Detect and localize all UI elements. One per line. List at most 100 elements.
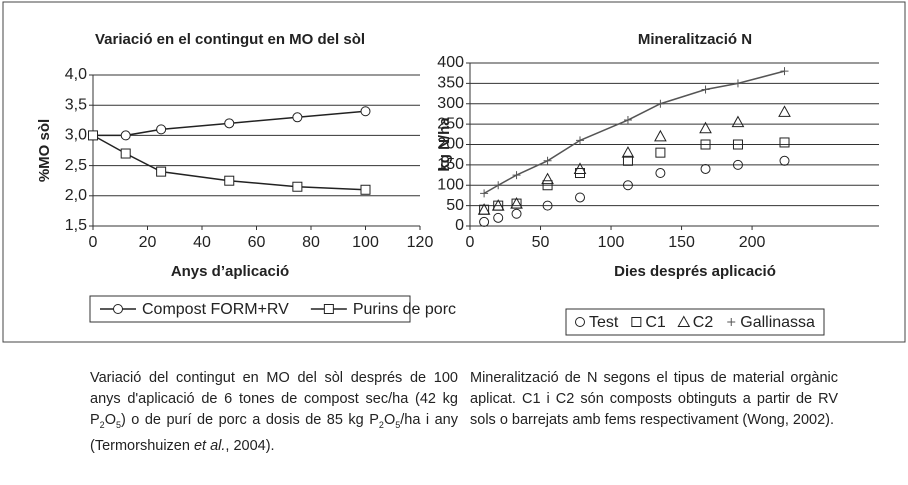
data-point bbox=[511, 208, 522, 219]
data-point bbox=[360, 106, 371, 117]
data-point bbox=[224, 175, 235, 186]
data-point bbox=[542, 180, 553, 191]
x-tick-label: 200 bbox=[739, 234, 766, 251]
data-point bbox=[622, 155, 633, 166]
y-tick-label: 3,5 bbox=[65, 96, 87, 113]
data-point bbox=[224, 118, 235, 129]
data-point bbox=[480, 189, 489, 198]
x-tick-label: 40 bbox=[193, 234, 211, 251]
legend-label: C2 bbox=[693, 314, 714, 331]
data-point bbox=[733, 79, 742, 88]
y-tick-label: 400 bbox=[437, 54, 464, 71]
data-point bbox=[493, 212, 504, 223]
data-point bbox=[654, 129, 667, 142]
x-tick-label: 50 bbox=[532, 234, 550, 251]
legend-marker bbox=[727, 318, 736, 326]
data-point bbox=[656, 99, 665, 108]
data-point bbox=[156, 166, 167, 177]
legend-label: Gallinassa bbox=[740, 314, 815, 331]
caption: Mineralització de N segons el tipus de m… bbox=[470, 368, 838, 431]
y-tick-label: 350 bbox=[437, 75, 464, 92]
data-point bbox=[780, 67, 789, 76]
legend-label: C1 bbox=[645, 314, 666, 331]
legend-label: Compost FORM+RV bbox=[142, 301, 289, 318]
data-point bbox=[494, 181, 503, 190]
y-tick-label: 4,0 bbox=[65, 66, 87, 83]
data-point bbox=[292, 181, 303, 192]
data-point bbox=[88, 130, 98, 141]
y-tick-label: 100 bbox=[437, 176, 464, 193]
data-point bbox=[779, 155, 790, 166]
data-point bbox=[699, 121, 712, 134]
series-line bbox=[93, 110, 366, 137]
y-axis-label: %MO sòl bbox=[36, 119, 53, 182]
data-point bbox=[120, 148, 131, 159]
caption-text: , 2004). bbox=[225, 437, 275, 454]
series-line bbox=[92, 134, 366, 191]
y-tick-label: 300 bbox=[437, 95, 464, 112]
caption-text: 5 bbox=[115, 419, 121, 430]
data-point bbox=[779, 137, 790, 148]
data-point bbox=[542, 200, 553, 211]
x-tick-label: 0 bbox=[466, 234, 475, 251]
caption: Variació del contingut en MO del sòl des… bbox=[90, 368, 458, 457]
data-point bbox=[778, 105, 791, 117]
chart-title: Variació en el contingut en MO del sòl bbox=[95, 31, 365, 48]
x-tick-label: 100 bbox=[598, 234, 625, 251]
data-point bbox=[655, 168, 666, 179]
data-point bbox=[576, 136, 585, 145]
data-point bbox=[622, 180, 633, 191]
data-point bbox=[360, 184, 371, 195]
caption-text: Mineralització de N segons el tipus de m… bbox=[470, 370, 838, 428]
x-tick-label: 0 bbox=[89, 234, 98, 251]
data-point bbox=[120, 130, 131, 141]
x-tick-label: 100 bbox=[352, 234, 379, 251]
legend-marker bbox=[677, 315, 691, 327]
chart-title: Mineralització N bbox=[638, 31, 752, 48]
legend-marker bbox=[323, 304, 334, 314]
y-tick-label: 250 bbox=[437, 115, 464, 132]
data-point bbox=[510, 197, 523, 209]
caption-text: et al. bbox=[193, 437, 226, 454]
data-point bbox=[543, 156, 552, 165]
y-tick-label: 150 bbox=[437, 156, 464, 173]
data-point bbox=[156, 124, 167, 135]
y-axis-label: kg N/ha bbox=[436, 117, 453, 172]
caption-text: O bbox=[383, 412, 396, 428]
x-tick-label: 150 bbox=[668, 234, 695, 251]
x-axis-label: Anys d’aplicació bbox=[171, 263, 289, 280]
legend-marker bbox=[631, 317, 642, 327]
legend-box bbox=[565, 308, 825, 336]
data-point bbox=[623, 116, 632, 125]
legend-marker bbox=[575, 317, 585, 327]
data-point bbox=[512, 171, 521, 180]
data-point bbox=[477, 203, 491, 215]
frame bbox=[2, 1, 906, 343]
x-axis-label: Dies després aplicació bbox=[614, 263, 776, 280]
caption-text: O bbox=[104, 412, 116, 428]
x-tick-label: 60 bbox=[248, 234, 266, 251]
y-tick-label: 1,5 bbox=[65, 217, 87, 234]
data-point bbox=[732, 159, 743, 170]
data-point bbox=[541, 172, 554, 185]
legend-label: Test bbox=[589, 314, 619, 331]
data-point bbox=[573, 162, 587, 174]
caption-text: Variació del contingut en MO del sòl des… bbox=[90, 370, 458, 428]
data-point bbox=[292, 112, 303, 123]
x-tick-label: 80 bbox=[302, 234, 320, 251]
y-tick-label: 3,0 bbox=[65, 127, 87, 144]
data-point bbox=[655, 147, 666, 158]
caption-text: ) o de purí de porc a dosis de 85 kg P bbox=[120, 412, 379, 428]
caption-text: /ha i any (Termorshuizen bbox=[90, 412, 458, 454]
caption-text: 2 bbox=[378, 419, 384, 430]
data-point bbox=[575, 192, 586, 203]
y-tick-label: 2,0 bbox=[65, 187, 87, 204]
data-point bbox=[701, 85, 710, 94]
data-point bbox=[621, 146, 635, 158]
series-line bbox=[483, 70, 785, 195]
charts: Variació en el contingut en MO del sòl An… bbox=[2, 1, 906, 343]
y-tick-label: 200 bbox=[437, 136, 464, 153]
data-point bbox=[700, 163, 711, 174]
data-point bbox=[732, 139, 743, 150]
caption-text: 5 bbox=[395, 419, 401, 430]
